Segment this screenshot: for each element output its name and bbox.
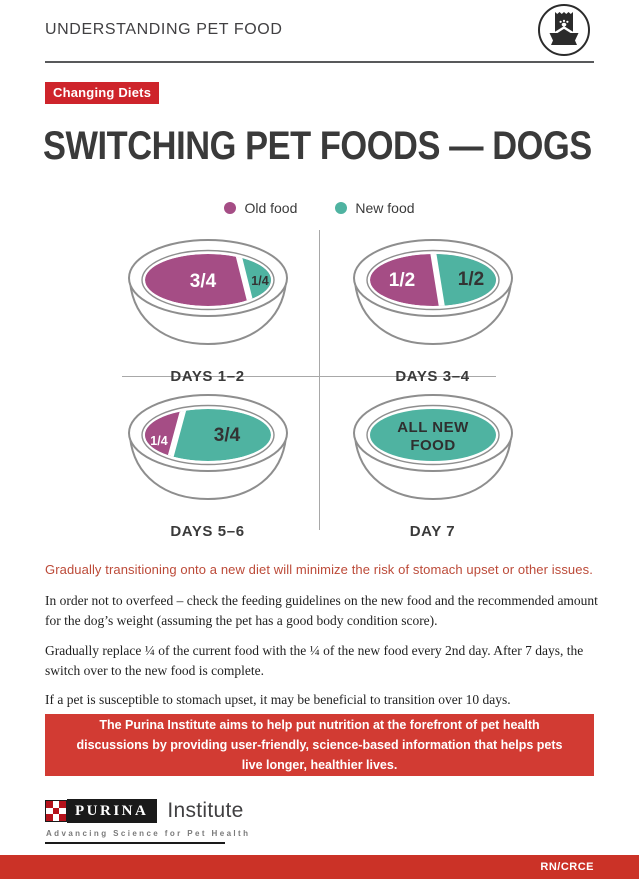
day-label: DAY 7	[409, 523, 456, 540]
fraction-label-old: 1/4	[150, 434, 167, 448]
body-copy: In order not to overfeed – check the fee…	[45, 591, 605, 719]
all-new-food-label-line2: FOOD	[410, 437, 455, 454]
day-label: DAYS 5–6	[170, 523, 245, 540]
legend-label: New food	[355, 200, 415, 216]
old-food-dot-icon	[224, 202, 237, 214]
footer-code: RN/CRCE	[540, 861, 594, 873]
legend-label: Old food	[244, 200, 298, 216]
callout-text: The Purina Institute aims to help put nu…	[76, 718, 563, 772]
fraction-label-old: 3/4	[189, 271, 216, 292]
bowl-diagram-days-5-6: 1/4 3/4 DAYS 5–6	[95, 381, 320, 540]
fraction-label-new: 1/4	[251, 274, 268, 288]
dog-bowl-icon: 3/4 1/4	[127, 239, 288, 346]
bowl-diagram-days-3-4: 1/2 1/2 DAYS 3–4	[320, 226, 545, 385]
highlight-sentence: Gradually transitioning onto a new diet …	[45, 562, 593, 577]
fraction-label-new: 3/4	[213, 425, 240, 446]
purina-wordmark: PURINA	[67, 799, 158, 823]
section-badge: Changing Diets	[45, 82, 160, 104]
purina-institute-callout: The Purina Institute aims to help put nu…	[45, 714, 594, 776]
fraction-label-new: 1/2	[457, 269, 483, 290]
fraction-label-old: 1/2	[388, 270, 414, 291]
logo-tagline: Advancing Science for Pet Health	[46, 829, 251, 838]
dog-bowl-icon: 1/2 1/2	[352, 239, 513, 346]
page-title: SWITCHING PET FOODS — DOGS	[43, 124, 592, 168]
day-label: DAYS 1–2	[170, 368, 245, 385]
paragraph: Gradually replace ¼ of the current food …	[45, 642, 584, 678]
legend: Old food New food	[0, 200, 639, 216]
logo-underline	[45, 842, 225, 844]
purina-institute-logo: PURINA Institute	[45, 799, 244, 823]
day-label: DAYS 3–4	[395, 368, 470, 385]
footer-code-bar: RN/CRCE	[0, 855, 639, 879]
horizontal-divider	[122, 376, 496, 377]
paragraph: In order not to overfeed – check the fee…	[45, 593, 598, 629]
dog-bowl-icon: ALL NEW FOOD	[352, 394, 513, 501]
institute-wordmark: Institute	[167, 799, 244, 822]
paragraph: If a pet is susceptible to stomach upset…	[45, 692, 511, 707]
legend-item-old-food: Old food	[224, 200, 297, 216]
bowl-diagram-days-1-2: 3/4 1/4 DAYS 1–2	[95, 226, 320, 385]
page-header-title: UNDERSTANDING PET FOOD	[45, 21, 283, 38]
pet-food-bag-icon	[537, 3, 591, 57]
bowl-diagram-day-7: ALL NEW FOOD DAY 7	[320, 381, 545, 540]
new-food-dot-icon	[335, 202, 348, 214]
vertical-divider	[319, 230, 320, 530]
header-divider	[45, 61, 594, 63]
dog-bowl-icon: 1/4 3/4	[127, 394, 288, 501]
all-new-food-label-line1: ALL NEW	[397, 419, 469, 436]
legend-item-new-food: New food	[335, 200, 415, 216]
purina-checkerboard-icon	[45, 800, 67, 822]
